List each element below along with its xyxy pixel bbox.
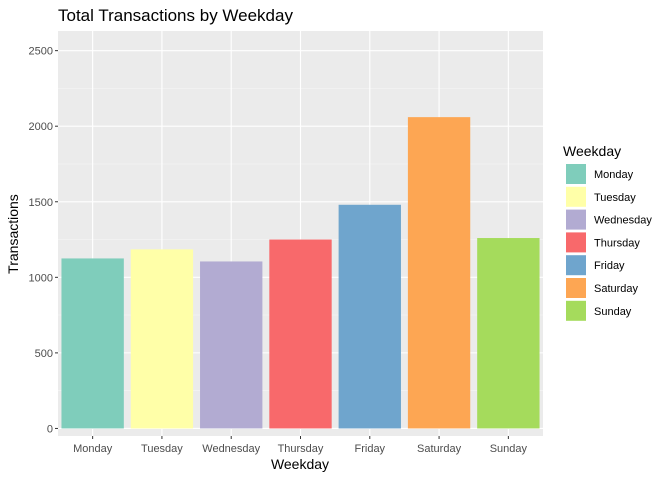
- legend-label-sunday: Sunday: [594, 306, 632, 318]
- legend-swatch-sunday: [566, 300, 586, 321]
- x-tick-label: Friday: [355, 443, 386, 455]
- legend-label-saturday: Saturday: [594, 283, 639, 295]
- legend-swatch-monday: [566, 164, 586, 184]
- bar-tuesday: [130, 249, 194, 429]
- legend-swatch-friday: [566, 255, 586, 276]
- legend-label-friday: Friday: [594, 260, 625, 272]
- legend-label-tuesday: Tuesday: [594, 192, 636, 204]
- bar-wednesday: [200, 261, 263, 429]
- bar-monday: [61, 258, 124, 429]
- y-tick-label: 1000: [29, 272, 53, 284]
- x-tick-label: Thursday: [278, 443, 324, 455]
- y-tick-label: 1500: [29, 197, 53, 209]
- bar-saturday: [407, 117, 471, 429]
- bar-sunday: [477, 238, 540, 429]
- y-axis-ticks: 0 500 1000 1500 2000 2500: [29, 46, 58, 435]
- bars: [61, 117, 540, 429]
- legend-swatch-wednesday: [566, 209, 586, 230]
- legend-title: Weekday: [563, 143, 621, 159]
- legend-swatch-saturday: [566, 278, 586, 298]
- legend-label-thursday: Thursday: [594, 237, 640, 249]
- y-tick-label: 0: [47, 423, 53, 435]
- y-axis-title: Transactions: [5, 194, 21, 274]
- y-tick-label: 2500: [29, 46, 53, 58]
- legend-label-wednesday: Wednesday: [594, 215, 652, 227]
- y-tick-label: 500: [35, 348, 53, 360]
- x-tick-label: Sunday: [490, 443, 528, 455]
- y-tick-label: 2000: [29, 121, 53, 133]
- x-axis-ticks: Monday Tuesday Wednesday Thursday Friday Satu…: [73, 436, 528, 455]
- x-tick-label: Monday: [73, 443, 113, 455]
- x-axis-title: Weekday: [271, 456, 329, 472]
- bar-thursday: [269, 239, 332, 429]
- chart-title: Total Transactions by Weekday: [58, 6, 293, 25]
- legend-swatch-tuesday: [566, 186, 586, 207]
- bar-friday: [338, 204, 401, 429]
- x-tick-label: Tuesday: [141, 443, 183, 455]
- x-tick-label: Saturday: [417, 443, 462, 455]
- x-tick-label: Wednesday: [202, 443, 260, 455]
- legend-swatch-thursday: [566, 232, 586, 253]
- legend-label-monday: Monday: [594, 169, 634, 181]
- legend: Weekday Monday Tuesday Wednesday Thursday Fr…: [563, 143, 652, 321]
